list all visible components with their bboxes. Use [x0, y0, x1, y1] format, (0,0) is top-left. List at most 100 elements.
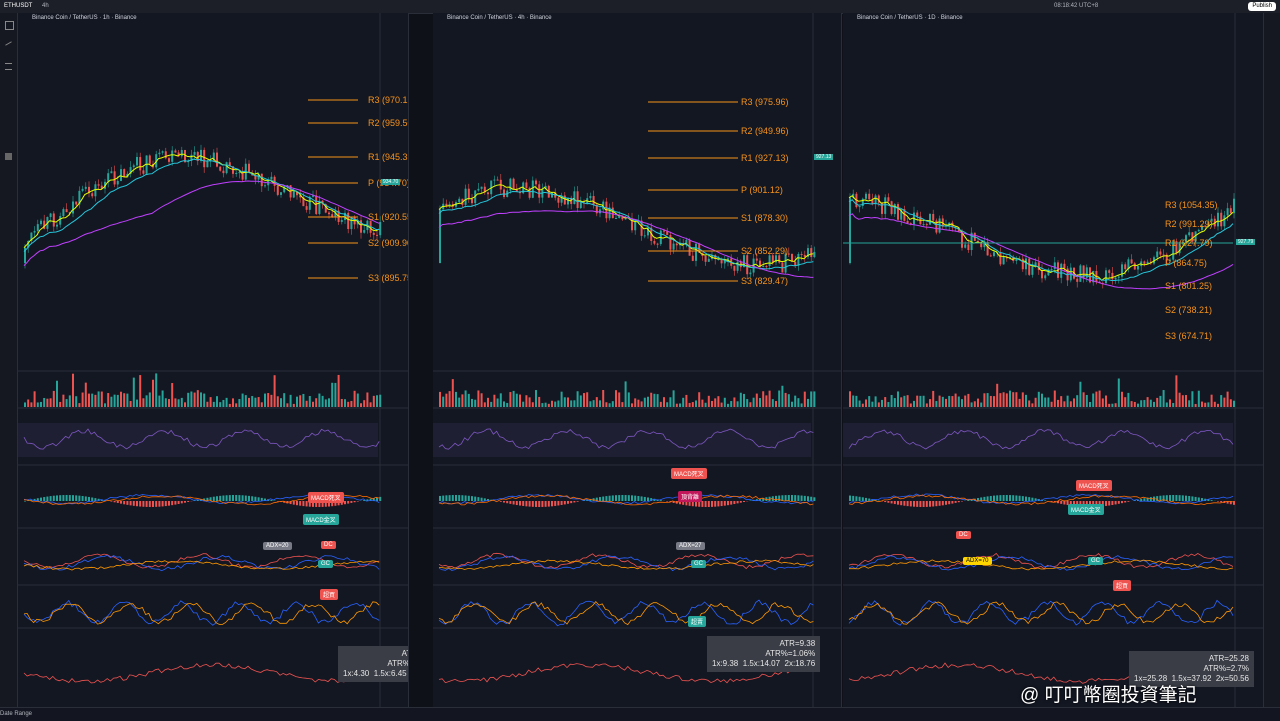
volume-bar [695, 400, 697, 407]
volume-bar [69, 395, 71, 407]
volume-bar [1191, 391, 1193, 407]
volume-bar [338, 375, 340, 407]
candle-body [769, 255, 771, 266]
candle-body [91, 193, 93, 196]
macd-histogram-bar [62, 495, 64, 501]
candle-body [765, 266, 767, 267]
volume-bar [46, 399, 48, 407]
volume-bar [178, 399, 180, 407]
candle-body [669, 235, 671, 250]
volume-bar [376, 395, 378, 407]
volume-bar [213, 402, 215, 407]
trendline-icon[interactable] [5, 41, 12, 45]
macd-histogram-bar [849, 496, 851, 501]
volume-bar [1006, 393, 1008, 407]
candle-body [40, 221, 42, 224]
volume-bar [34, 391, 36, 407]
volume-bar [1009, 391, 1011, 407]
candle-body [1188, 232, 1190, 235]
volume-bar [1092, 393, 1094, 407]
macd-histogram-bar [506, 501, 508, 503]
macd-histogram-bar [1179, 495, 1181, 501]
volume-bar [1227, 392, 1229, 407]
volume-bar [30, 402, 32, 407]
volume-bar [685, 395, 687, 407]
macd-histogram-bar [794, 495, 796, 501]
crosshair-icon[interactable] [5, 21, 14, 30]
volume-bar [101, 392, 103, 407]
volume-bar [737, 401, 739, 407]
candle-body [653, 241, 655, 244]
text-icon[interactable] [5, 153, 12, 160]
macd-histogram-bar [152, 501, 154, 507]
candle-body [1041, 270, 1043, 278]
macd-histogram-bar [513, 501, 515, 504]
volume-bar [203, 394, 205, 407]
volume-bar [666, 402, 668, 407]
macd-histogram-bar [717, 501, 719, 506]
volume-bar [452, 379, 454, 407]
volume-bar [104, 403, 106, 407]
volume-bar [286, 403, 288, 407]
volume-bar [637, 400, 639, 407]
macd-histogram-bar [458, 495, 460, 501]
candle-body [1163, 255, 1165, 256]
candle-body [133, 165, 135, 167]
volume-bar [1147, 397, 1149, 407]
volume-bar [907, 395, 909, 407]
volume-bar [759, 398, 761, 407]
volume-bar [1012, 392, 1014, 407]
candle-body [216, 153, 218, 167]
chart-canvas[interactable] [433, 13, 841, 707]
macd-histogram-bar [168, 501, 170, 506]
volume-bar [506, 403, 508, 407]
chart-canvas[interactable] [843, 13, 1263, 707]
macd-histogram-bar [894, 501, 896, 504]
volume-bar [465, 390, 467, 407]
macd-histogram-bar [75, 495, 77, 501]
date-range-label[interactable]: Date Range [0, 711, 32, 717]
volume-bar [804, 392, 806, 407]
chart-canvas[interactable] [18, 13, 408, 707]
macd-histogram-bar [110, 501, 112, 502]
macd-histogram-bar [229, 495, 231, 501]
signal-tag: MACD死叉 [671, 468, 707, 479]
candle-body [929, 214, 931, 225]
volume-bar [299, 395, 301, 407]
volume-bar [146, 395, 148, 407]
macd-histogram-bar [733, 501, 735, 504]
volume-bar [1073, 398, 1075, 407]
volume-bar [891, 395, 893, 407]
candle-body [1134, 263, 1136, 269]
volume-bar [583, 393, 585, 407]
macd-histogram-bar [1115, 501, 1117, 504]
candle-body [445, 204, 447, 206]
macd-histogram-bar [1006, 495, 1008, 501]
volume-bar [162, 390, 164, 407]
volume-bar [878, 402, 880, 407]
volume-bar [910, 403, 912, 407]
candle-body [1137, 266, 1139, 269]
macd-histogram-bar [171, 501, 173, 505]
volume-bar [229, 404, 231, 407]
volume-bar [999, 393, 1001, 407]
volume-bar [577, 391, 579, 407]
macd-histogram-bar [222, 496, 224, 501]
macd-histogram-bar [951, 501, 953, 504]
publish-button[interactable]: Publish [1248, 2, 1276, 11]
symbol-label[interactable]: ETHUSDT [0, 3, 36, 9]
macd-histogram-bar [1127, 501, 1129, 502]
candle-body [1233, 199, 1235, 214]
macd-histogram-bar [130, 501, 132, 505]
macd-histogram-bar [56, 495, 58, 501]
fib-icon[interactable] [5, 63, 12, 70]
candle-body [1217, 213, 1219, 227]
interval-label[interactable]: 4h [38, 3, 53, 9]
macd-histogram-bar [184, 501, 186, 503]
volume-bar [919, 396, 921, 407]
volume-bar [274, 375, 276, 407]
volume-bar [1118, 378, 1120, 407]
